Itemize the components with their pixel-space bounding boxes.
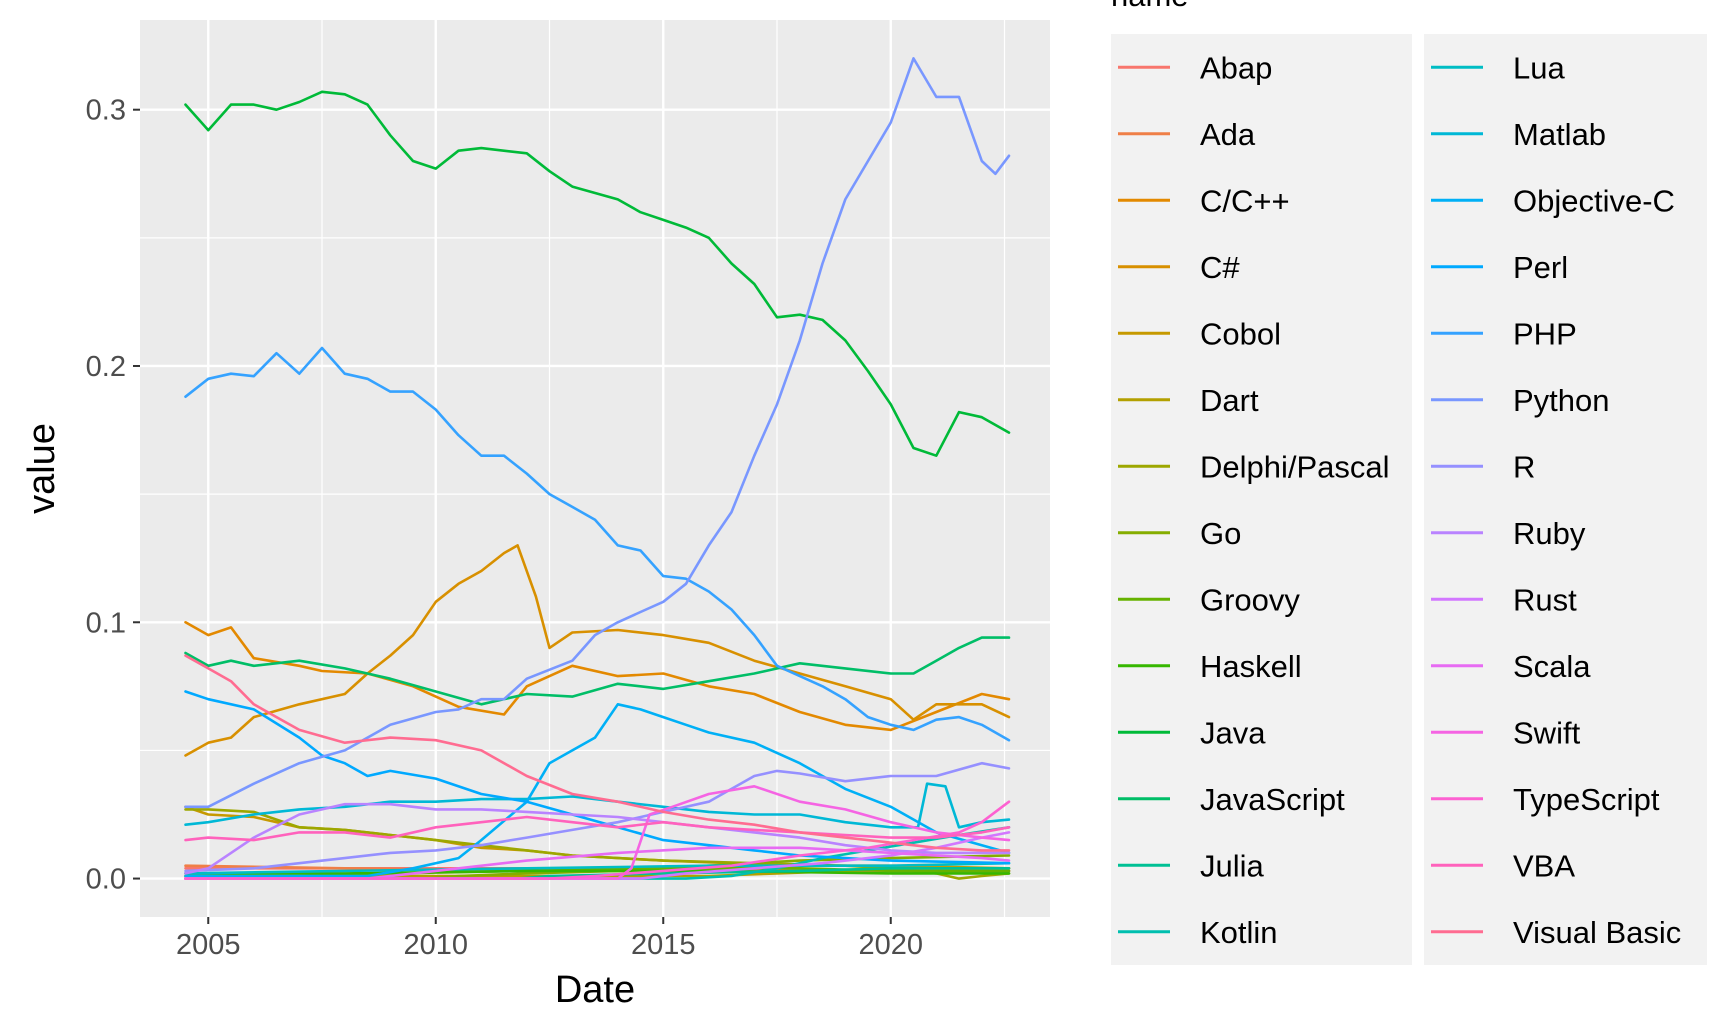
series-line-swift [184, 785, 1011, 880]
legend-label-groovy: Groovy [1200, 582, 1300, 617]
series-line-c- [184, 544, 1011, 757]
series-line-lua [184, 861, 1011, 875]
x-axis-title: Date [555, 969, 635, 1011]
plot-panel [140, 20, 1050, 917]
series-line-vba [184, 815, 1011, 842]
legend-label-rust: Rust [1513, 582, 1577, 617]
series-line-haskell [184, 869, 1011, 875]
legend-key-background [1111, 34, 1412, 965]
legend-label-perl: Perl [1513, 250, 1568, 285]
legend-label-python: Python [1513, 383, 1610, 418]
legend-label-objective-c: Objective-C [1513, 183, 1675, 218]
series-lines [184, 57, 1011, 880]
legend-label-ruby: Ruby [1513, 516, 1586, 551]
x-tick-label: 2015 [631, 929, 696, 961]
series-line-rust [184, 831, 1011, 880]
legend-label-php: PHP [1513, 316, 1577, 351]
legend-label-lua: Lua [1513, 50, 1565, 85]
legend-label-julia: Julia [1200, 848, 1265, 883]
legend-label-javascript: JavaScript [1200, 782, 1345, 817]
legend-label-java: Java [1200, 715, 1266, 750]
series-line-php [184, 346, 1011, 742]
legend-label-dart: Dart [1200, 383, 1259, 418]
legend: name Abap Ada C/C++ C# Cobol Dart Delphi/Pasca… [1111, 0, 1707, 965]
y-axis: 0.0 0.1 0.2 0.3 [86, 95, 140, 896]
series-line-python [184, 57, 1011, 809]
legend-label-scala: Scala [1513, 649, 1591, 684]
legend-label-c-c-: C/C++ [1200, 183, 1290, 218]
legend-label-swift: Swift [1513, 715, 1581, 750]
legend-label-vba: VBA [1513, 848, 1575, 883]
x-axis: 2005 2010 2015 2020 [176, 917, 923, 961]
legend-title: name [1111, 0, 1189, 13]
legend-label-haskell: Haskell [1200, 649, 1302, 684]
y-tick-label: 0.0 [86, 864, 126, 896]
legend-label-ada: Ada [1200, 117, 1256, 152]
series-line-typescript [184, 800, 1011, 880]
series-line-perl [184, 690, 1011, 865]
y-tick-label: 0.2 [86, 351, 126, 383]
series-line-objective-c [184, 703, 1011, 878]
legend-label-cobol: Cobol [1200, 316, 1281, 351]
minor-gridlines [140, 20, 1050, 917]
y-tick-label: 0.3 [86, 95, 126, 127]
series-line-java [184, 90, 1011, 457]
legend-label-matlab: Matlab [1513, 117, 1606, 152]
y-tick-label: 0.1 [86, 607, 126, 639]
legend-label-go: Go [1200, 516, 1241, 551]
series-line-javascript [184, 636, 1011, 706]
x-tick-label: 2010 [403, 929, 468, 961]
x-tick-label: 2020 [858, 929, 923, 961]
legend-label-kotlin: Kotlin [1200, 915, 1278, 950]
legend-key-background [1424, 34, 1707, 965]
legend-label-typescript: TypeScript [1513, 782, 1660, 817]
legend-label-visual-basic: Visual Basic [1513, 915, 1681, 950]
y-axis-title: value [21, 423, 63, 514]
legend-label-c-: C# [1200, 250, 1240, 285]
series-line-ruby [184, 802, 1011, 875]
legend-label-r: R [1513, 449, 1535, 484]
x-tick-label: 2005 [176, 929, 241, 961]
legend-label-delphi-pascal: Delphi/Pascal [1200, 449, 1390, 484]
series-line-visual-basic [184, 654, 1011, 852]
legend-label-abap: Abap [1200, 50, 1272, 85]
series-line-scala [184, 846, 1011, 880]
